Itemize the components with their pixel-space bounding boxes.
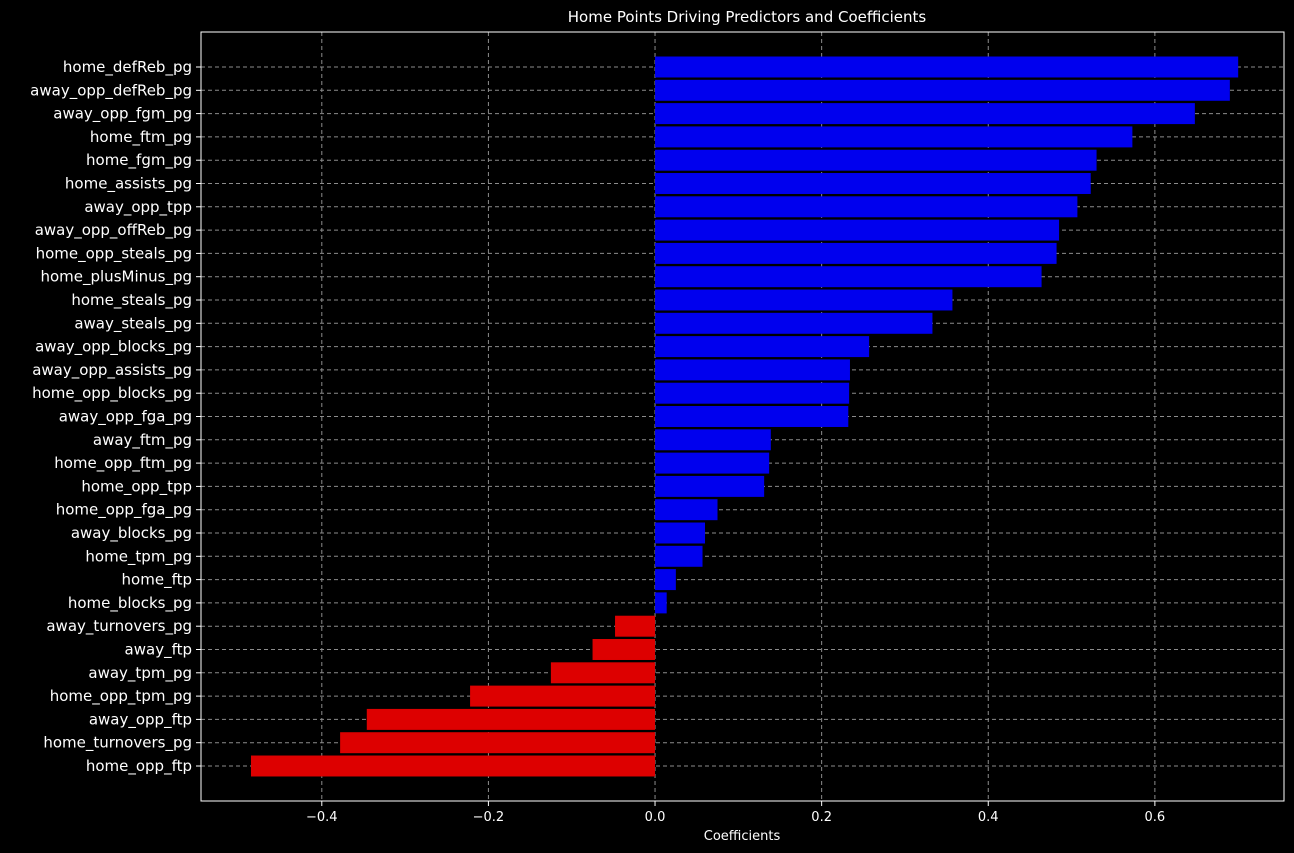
bar-away-steals-pg bbox=[655, 312, 933, 334]
bar-away-blocks-pg bbox=[655, 522, 706, 544]
y-tick-label: away_turnovers_pg bbox=[46, 617, 192, 636]
y-tick-label: away_blocks_pg bbox=[71, 524, 192, 543]
bar-home-blocks-pg bbox=[655, 592, 667, 614]
y-tick-label: home_ftm_pg bbox=[90, 128, 192, 147]
y-tick-label: home_plusMinus_pg bbox=[40, 268, 192, 287]
y-tick-label: away_tpm_pg bbox=[88, 664, 192, 683]
y-tick-label: away_opp_offReb_pg bbox=[35, 221, 192, 240]
bar-away-opp-assists-pg bbox=[655, 359, 850, 381]
bar-away-opp-fga-pg bbox=[655, 406, 849, 427]
y-tick-label: home_fgm_pg bbox=[86, 151, 192, 170]
bar-home-opp-blocks-pg bbox=[655, 382, 850, 404]
bar-away-ftp bbox=[592, 639, 656, 660]
x-tick-label: −0.2 bbox=[473, 810, 505, 825]
y-tick-label: home_opp_ftp bbox=[86, 757, 192, 776]
x-tick-label: 0.6 bbox=[1145, 810, 1166, 825]
bar-home-plusMinus-pg bbox=[655, 266, 1042, 288]
bar-home-ftm-pg bbox=[655, 126, 1133, 148]
bar-away-opp-defReb-pg bbox=[655, 79, 1230, 101]
bar-away-opp-blocks-pg bbox=[655, 336, 870, 358]
bar-home-opp-ftm-pg bbox=[655, 452, 770, 474]
y-tick-label: away_opp_tpp bbox=[84, 198, 192, 217]
bar-away-opp-tpp bbox=[655, 196, 1078, 218]
bar-away-opp-ftp bbox=[366, 708, 656, 730]
y-tick-label: home_steals_pg bbox=[71, 291, 192, 310]
y-tick-label: home_tpm_pg bbox=[85, 547, 192, 566]
x-axis-label: Coefficients bbox=[704, 829, 781, 844]
y-tick-label: home_opp_tpp bbox=[81, 477, 192, 496]
bar-home-tpm-pg bbox=[655, 545, 703, 567]
bar-home-ftp bbox=[655, 569, 676, 591]
y-tick-label: home_opp_ftm_pg bbox=[54, 454, 192, 473]
bar-home-steals-pg bbox=[655, 289, 953, 311]
bar-home-opp-ftp bbox=[250, 755, 656, 777]
chart-title: Home Points Driving Predictors and Coeff… bbox=[568, 8, 927, 26]
bar-away-opp-offReb-pg bbox=[655, 219, 1060, 241]
y-tick-label: away_opp_ftp bbox=[89, 710, 192, 729]
y-tick-label: home_blocks_pg bbox=[68, 594, 192, 613]
y-tick-label: home_opp_steals_pg bbox=[36, 244, 192, 263]
bar-home-opp-tpp bbox=[655, 475, 765, 497]
y-tick-label: home_assists_pg bbox=[65, 175, 192, 194]
y-tick-label: away_opp_assists_pg bbox=[32, 361, 192, 380]
y-tick-label: home_defReb_pg bbox=[63, 58, 192, 77]
y-tick-label: away_opp_blocks_pg bbox=[35, 338, 192, 357]
bar-away-opp-fgm-pg bbox=[655, 103, 1195, 125]
x-tick-label: 0.4 bbox=[978, 810, 999, 825]
bar-home-turnovers-pg bbox=[340, 732, 656, 754]
y-tick-label: away_opp_defReb_pg bbox=[30, 81, 192, 100]
y-tick-label: away_steals_pg bbox=[74, 314, 192, 333]
y-tick-label: home_opp_fga_pg bbox=[56, 501, 192, 520]
bar-home-defReb-pg bbox=[655, 56, 1239, 78]
x-tick-label: 0.2 bbox=[811, 810, 832, 825]
x-tick-label: 0.0 bbox=[645, 810, 666, 825]
plot-frame bbox=[200, 31, 1285, 802]
bar-home-assists-pg bbox=[655, 173, 1091, 194]
y-tick-label: away_ftp bbox=[125, 641, 192, 660]
bars-layer bbox=[250, 56, 1239, 777]
y-tick-label: home_turnovers_pg bbox=[43, 734, 192, 753]
bar-home-opp-fga-pg bbox=[655, 499, 718, 521]
y-tick-label: away_ftm_pg bbox=[93, 431, 192, 450]
y-tick-label: home_ftp bbox=[122, 571, 192, 590]
bar-away-turnovers-pg bbox=[615, 615, 656, 637]
y-tick-label: home_opp_blocks_pg bbox=[32, 384, 192, 403]
axes-layer: −0.4 −0.2 0.0 0.2 0.4 0.6 home_defReb_pg away_o… bbox=[30, 31, 1285, 825]
y-tick-label: away_opp_fgm_pg bbox=[53, 105, 192, 124]
bar-home-opp-tpm-pg bbox=[470, 685, 656, 707]
x-tick-label: −0.4 bbox=[306, 810, 338, 825]
bar-home-fgm-pg bbox=[655, 149, 1097, 171]
bar-home-opp-steals-pg bbox=[655, 242, 1057, 264]
bar-away-ftm-pg bbox=[655, 429, 771, 451]
y-tick-label: home_opp_tpm_pg bbox=[50, 687, 192, 706]
y-tick-label: away_opp_fga_pg bbox=[59, 408, 192, 427]
bar-away-tpm-pg bbox=[550, 662, 656, 684]
